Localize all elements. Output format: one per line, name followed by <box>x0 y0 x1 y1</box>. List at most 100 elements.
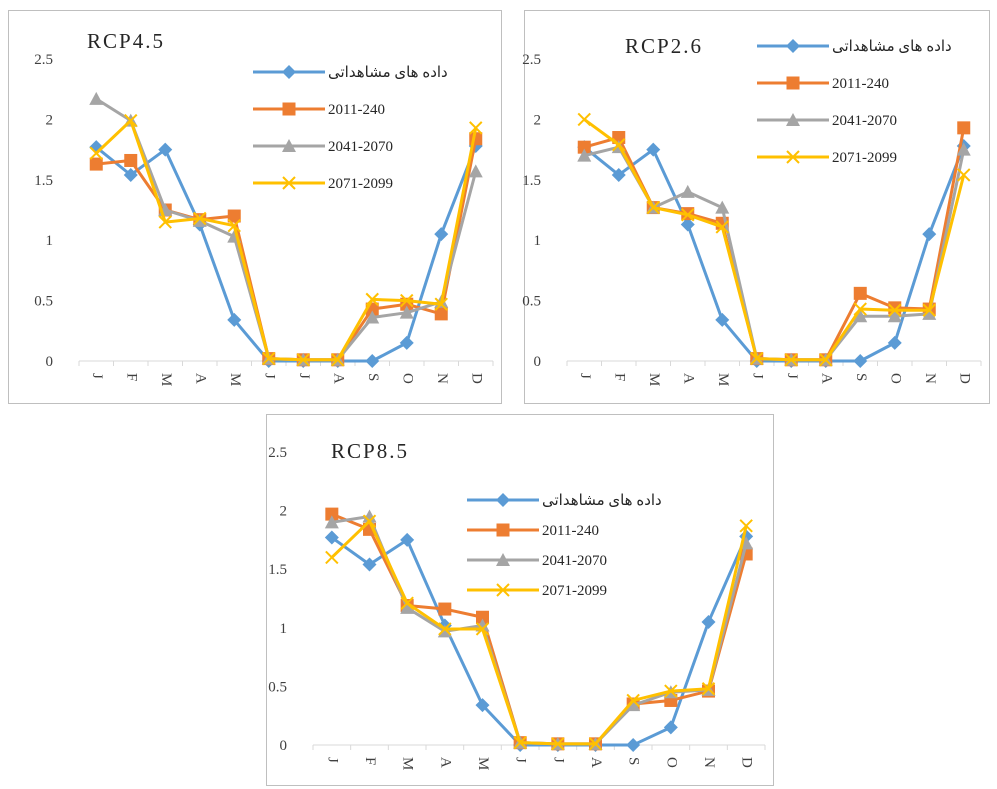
data-point <box>853 286 867 300</box>
data-point <box>577 112 591 127</box>
data-point <box>956 142 971 156</box>
data-point <box>400 532 415 547</box>
data-point <box>89 157 103 171</box>
x-tick-label: M <box>475 757 491 770</box>
x-tick-label: A <box>588 757 604 768</box>
x-tick-label: J <box>89 373 105 379</box>
data-point <box>89 146 103 160</box>
data-point <box>957 168 971 182</box>
data-point-stroke-b <box>681 208 695 222</box>
y-tick-label: 2.5 <box>522 52 541 68</box>
x-tick-label: D <box>739 757 755 768</box>
x-tick-label: A <box>680 373 696 384</box>
legend-swatch-marker <box>786 113 800 126</box>
legend-swatch-marker <box>786 39 800 53</box>
data-point <box>325 507 339 521</box>
data-point-stroke-b <box>158 215 172 229</box>
data-point <box>551 737 565 751</box>
data-point <box>750 351 764 366</box>
data-point-stroke-b <box>784 353 798 367</box>
data-point-stroke-b <box>89 146 103 160</box>
series-line <box>330 519 748 746</box>
y-tick-label: 0.5 <box>34 294 53 310</box>
chart-title: RCP4.5 <box>87 29 165 53</box>
data-point <box>715 312 730 327</box>
x-tick-label: N <box>701 757 717 768</box>
data-point <box>715 200 730 214</box>
y-tick-label: 0.5 <box>522 294 541 310</box>
y-tick-label: 0.5 <box>268 679 287 695</box>
x-tick-label: J <box>261 373 277 379</box>
x-tick-label: A <box>192 373 208 384</box>
data-point <box>626 738 641 752</box>
x-tick-label: J <box>513 757 529 763</box>
series-line <box>583 118 966 362</box>
data-point-stroke-b <box>646 200 660 215</box>
data-point <box>296 353 310 367</box>
y-tick-label: 2 <box>280 504 288 520</box>
y-tick-label: 1.5 <box>522 173 541 189</box>
data-point <box>158 142 173 157</box>
data-point <box>438 622 452 636</box>
legend-swatch-marker <box>496 493 510 507</box>
x-tick-label: N <box>434 373 450 384</box>
chart-rcp26-svg: RCP2.6 0 0.5 1 1.5 2 2.5 J F M A M J J A S O N D داده های م… <box>522 34 982 386</box>
data-point-stroke-b <box>701 682 716 696</box>
data-point-stroke-b <box>262 351 276 366</box>
data-point <box>476 610 489 624</box>
y-tick-label: 0 <box>46 354 54 370</box>
chart-title: RCP8.5 <box>331 439 409 463</box>
legend-label: داده های مشاهداتی <box>328 65 448 81</box>
data-point-stroke-b <box>551 737 565 751</box>
data-point <box>513 735 527 750</box>
data-point <box>853 302 867 316</box>
data-point <box>227 218 241 233</box>
data-point <box>158 215 172 229</box>
data-point <box>124 153 138 167</box>
series-line <box>331 514 748 746</box>
data-point <box>577 140 591 154</box>
data-point-stroke-b <box>227 218 241 233</box>
data-point <box>577 148 592 162</box>
data-point <box>89 91 104 105</box>
data-point <box>588 737 603 751</box>
y-tick-label: 2.5 <box>34 52 53 68</box>
data-point <box>325 550 339 565</box>
data-point-stroke-b <box>819 353 833 367</box>
data-point <box>227 312 242 327</box>
legend-swatch-marker <box>282 65 296 79</box>
data-point-stroke-b <box>739 519 753 533</box>
legend-swatch-marker <box>282 176 296 190</box>
data-point-stroke-b <box>325 550 339 565</box>
data-point <box>399 305 414 319</box>
series-line <box>96 138 478 362</box>
data-point-stroke-b <box>750 351 764 366</box>
data-point <box>664 684 678 698</box>
x-tick-label: F <box>123 373 139 381</box>
data-point <box>853 309 868 323</box>
y-tick-label: 2.5 <box>268 445 287 461</box>
x-tick-label: F <box>611 373 627 381</box>
data-point <box>681 208 695 222</box>
data-point <box>611 167 626 182</box>
y-tick-label: 2 <box>534 112 542 128</box>
x-tick-label: J <box>324 757 340 763</box>
data-point <box>612 138 626 152</box>
data-point <box>468 164 483 178</box>
series-line <box>330 535 748 747</box>
data-point-stroke-b <box>612 138 626 152</box>
data-point <box>324 530 339 545</box>
data-point-stroke-b <box>469 121 483 135</box>
data-point <box>922 303 936 317</box>
data-point <box>365 292 379 307</box>
series-line <box>95 119 478 362</box>
data-point <box>715 220 729 234</box>
legend-swatch-marker-stroke-b <box>496 583 510 597</box>
legend-swatch-marker <box>496 523 510 537</box>
data-point <box>739 519 753 533</box>
y-tick-label: 1 <box>534 233 542 249</box>
data-point <box>646 200 660 215</box>
legend-label: 2071-2099 <box>328 176 393 192</box>
data-point <box>922 227 937 242</box>
legend-swatch-marker <box>282 102 296 116</box>
